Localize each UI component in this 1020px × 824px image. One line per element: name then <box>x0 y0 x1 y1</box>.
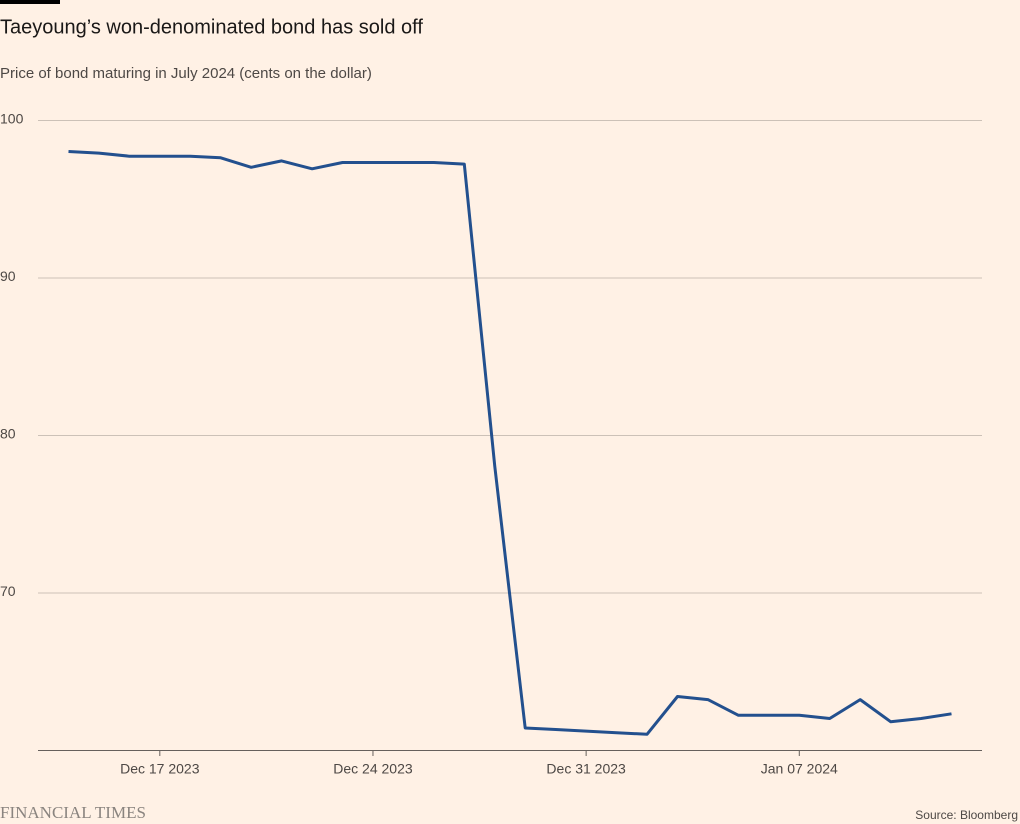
chart-subtitle: Price of bond maturing in July 2024 (cen… <box>0 65 372 82</box>
y-tick-label: 90 <box>0 268 16 284</box>
y-tick-label: 70 <box>0 583 16 599</box>
x-tick-label: Dec 17 2023 <box>120 761 200 777</box>
chart-title: Taeyoung’s won-denominated bond has sold… <box>0 16 423 38</box>
brand: FINANCIAL TIMES <box>0 803 146 822</box>
source: Source: Bloomberg <box>915 808 1018 822</box>
x-tick-label: Jan 07 2024 <box>761 761 838 777</box>
y-tick-label: 100 <box>0 111 24 127</box>
y-tick-label: 80 <box>0 426 16 442</box>
x-tick-label: Dec 24 2023 <box>333 761 413 777</box>
price-line <box>68 150 952 736</box>
brand-bar <box>0 0 60 4</box>
x-tick-label: Dec 31 2023 <box>546 761 626 777</box>
